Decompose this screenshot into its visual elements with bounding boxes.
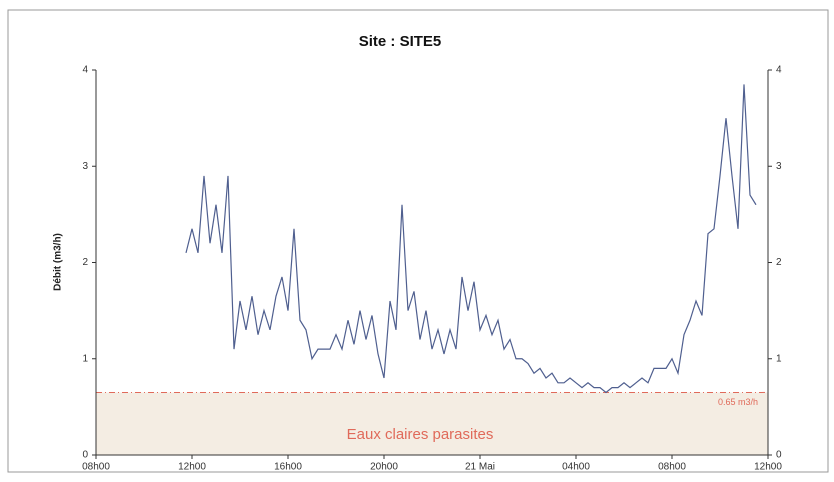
threshold-zone bbox=[96, 392, 768, 455]
zone-label: Eaux claires parasites bbox=[347, 426, 494, 443]
y-tick-label: 1 bbox=[82, 353, 88, 364]
y-tick-label: 2 bbox=[82, 257, 88, 268]
y-tick-label: 4 bbox=[82, 65, 88, 76]
frame bbox=[7, 9, 829, 473]
threshold-label: 0.65 m3/h bbox=[718, 397, 758, 407]
x-tick-label: 12h00 bbox=[178, 462, 206, 473]
y-axis-label: Débit (m3/h) bbox=[53, 233, 64, 291]
data-line bbox=[185, 84, 757, 394]
x-tick-label: 04h00 bbox=[562, 462, 590, 473]
chart-title: Site : SITE5 bbox=[359, 33, 442, 50]
y2-tick-label: 3 bbox=[776, 161, 782, 172]
x-tick-label: 12h00 bbox=[754, 462, 782, 473]
x-tick-label: 20h00 bbox=[370, 462, 398, 473]
y2-tick-label: 1 bbox=[776, 353, 782, 364]
x-tick-label: 08h00 bbox=[658, 462, 686, 473]
x-tick-label: 16h00 bbox=[274, 462, 302, 473]
y2-tick-label: 4 bbox=[776, 65, 782, 76]
x-tick-label: 21 Mai bbox=[465, 462, 495, 473]
y2-tick-label: 2 bbox=[776, 257, 782, 268]
y2-tick-label: 0 bbox=[776, 450, 782, 461]
y-tick-label: 0 bbox=[82, 450, 88, 461]
y-tick-label: 3 bbox=[82, 161, 88, 172]
x-tick-label: 08h00 bbox=[82, 462, 110, 473]
